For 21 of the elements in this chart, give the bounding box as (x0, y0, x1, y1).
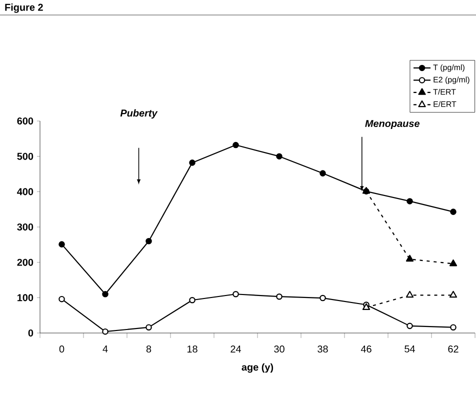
x-tick-label: 62 (448, 345, 458, 353)
x-tick-label: 46 (360, 345, 372, 353)
x-tick-label: 54 (404, 345, 416, 352)
x-axis-title: age (y) (242, 363, 274, 373)
x-tick-label: 30 (274, 345, 284, 353)
text: Puberty (120, 109, 158, 119)
x-tick-label: 18 (187, 345, 198, 353)
x-tick-label: 24 (230, 345, 242, 352)
y-tick-label: 600 (17, 117, 34, 125)
annotation: Menopause (365, 120, 420, 129)
x-tick-label: 38 (318, 345, 328, 353)
y-tick-label: 400 (17, 188, 34, 196)
x-tick-label: 8 (146, 345, 152, 353)
x-tick-label: 4 (102, 345, 108, 352)
y-tick-label: 500 (17, 152, 34, 160)
y-tick-label: 100 (18, 294, 34, 302)
chart-title: Figure 2 (5, 4, 43, 13)
y-tick-label: 200 (17, 258, 34, 266)
y-tick-label: 300 (17, 223, 34, 231)
x-tick-label: 0 (59, 345, 64, 353)
y-tick-label: 0 (28, 329, 34, 337)
